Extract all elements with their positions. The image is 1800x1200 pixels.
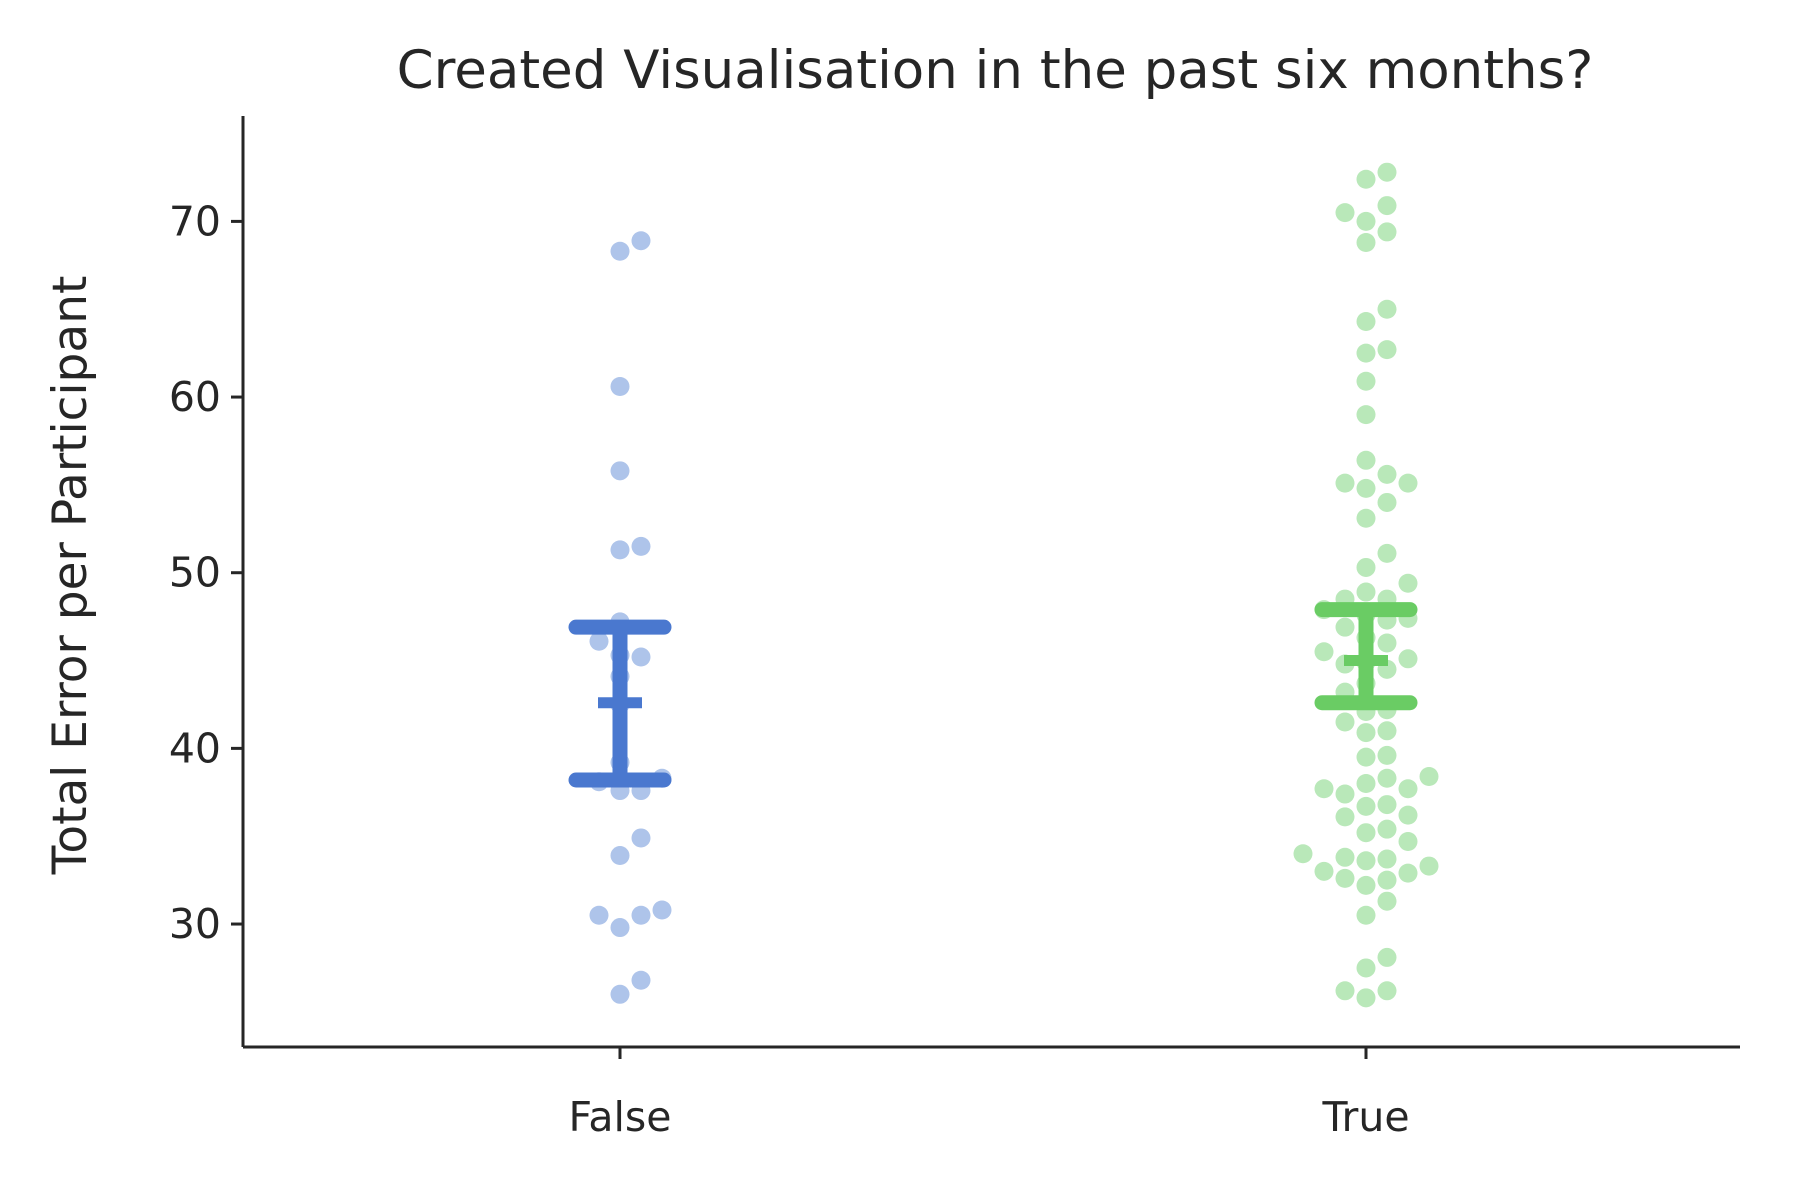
- data-point-true: [1377, 891, 1397, 911]
- data-point-true: [1377, 819, 1397, 839]
- data-point-true: [1377, 745, 1397, 765]
- data-point-true: [1335, 868, 1355, 888]
- data-point-false: [631, 905, 651, 925]
- data-point-true: [1356, 774, 1376, 794]
- data-point-true: [1356, 958, 1376, 978]
- data-point-false: [631, 828, 651, 848]
- data-point-true: [1377, 299, 1397, 319]
- data-point-true: [1335, 473, 1355, 493]
- data-point-true: [1377, 543, 1397, 563]
- y-axis-ticks: 30 40 50 60 70: [169, 197, 243, 948]
- data-point-false: [610, 540, 630, 560]
- data-point-true: [1398, 649, 1418, 669]
- data-point-true: [1398, 831, 1418, 851]
- data-point-true: [1356, 371, 1376, 391]
- data-point-true: [1356, 905, 1376, 925]
- data-point-true: [1356, 478, 1376, 498]
- data-point-false: [610, 377, 630, 397]
- data-point-true: [1356, 557, 1376, 577]
- data-point-true: [1314, 642, 1334, 662]
- y-tick-label: 50: [169, 549, 221, 597]
- data-point-false: [610, 241, 630, 261]
- data-point-true: [1398, 779, 1418, 799]
- interval-false: [568, 619, 672, 788]
- data-point-true: [1356, 508, 1376, 528]
- data-point-false: [631, 536, 651, 556]
- data-point-true: [1377, 870, 1397, 890]
- swarm-points: [589, 162, 1439, 1008]
- data-point-true: [1335, 847, 1355, 867]
- data-point-false: [589, 631, 609, 651]
- data-point-true: [1398, 863, 1418, 883]
- data-point-false: [652, 900, 672, 920]
- data-point-true: [1377, 981, 1397, 1001]
- data-point-true: [1377, 340, 1397, 360]
- data-point-true: [1335, 712, 1355, 732]
- data-point-true: [1356, 211, 1376, 231]
- data-point-false: [610, 846, 630, 866]
- data-point-true: [1398, 573, 1418, 593]
- data-point-true: [1356, 796, 1376, 816]
- data-point-false: [631, 970, 651, 990]
- data-point-true: [1335, 807, 1355, 827]
- data-point-true: [1335, 981, 1355, 1001]
- confidence-intervals: [568, 602, 1418, 788]
- data-point-true: [1356, 851, 1376, 871]
- data-point-true: [1419, 856, 1439, 876]
- data-point-true: [1356, 582, 1376, 602]
- data-point-false: [610, 984, 630, 1004]
- data-point-true: [1356, 169, 1376, 189]
- data-point-true: [1356, 823, 1376, 843]
- data-point-true: [1377, 222, 1397, 242]
- data-point-true: [1356, 875, 1376, 895]
- data-point-false: [610, 461, 630, 481]
- y-tick-label: 70: [169, 197, 221, 245]
- data-point-true: [1419, 766, 1439, 786]
- data-point-true: [1335, 784, 1355, 804]
- data-point-true: [1377, 196, 1397, 216]
- interval-true: [1314, 602, 1418, 711]
- data-point-true: [1377, 795, 1397, 815]
- data-point-false: [631, 231, 651, 251]
- data-point-true: [1377, 947, 1397, 967]
- chart-title: Created Visualisation in the past six mo…: [397, 40, 1594, 101]
- data-point-true: [1377, 849, 1397, 869]
- data-point-true: [1356, 343, 1376, 363]
- data-point-true: [1335, 617, 1355, 637]
- x-tick-label: False: [569, 1093, 672, 1141]
- y-tick-label: 40: [169, 724, 221, 772]
- y-tick-label: 30: [169, 900, 221, 948]
- data-point-false: [631, 647, 651, 667]
- data-point-true: [1314, 861, 1334, 881]
- data-point-true: [1356, 723, 1376, 743]
- x-axis-ticks: False True: [569, 1047, 1410, 1141]
- data-point-true: [1293, 844, 1313, 864]
- data-point-true: [1356, 450, 1376, 470]
- data-point-true: [1377, 492, 1397, 512]
- data-point-false: [589, 905, 609, 925]
- data-point-true: [1335, 203, 1355, 223]
- data-point-true: [1377, 464, 1397, 484]
- data-point-true: [1377, 721, 1397, 741]
- data-point-true: [1356, 747, 1376, 767]
- x-tick-label: True: [1321, 1093, 1409, 1141]
- plot-area: [568, 162, 1439, 1008]
- data-point-true: [1356, 232, 1376, 252]
- data-point-true: [1356, 405, 1376, 425]
- data-point-true: [1377, 162, 1397, 182]
- data-point-true: [1356, 312, 1376, 332]
- y-tick-label: 60: [169, 373, 221, 421]
- data-point-true: [1398, 473, 1418, 493]
- data-point-true: [1377, 633, 1397, 653]
- data-point-true: [1356, 988, 1376, 1008]
- data-point-false: [610, 918, 630, 938]
- y-axis-label: Total Error per Participant: [43, 276, 98, 876]
- data-point-true: [1398, 805, 1418, 825]
- data-point-true: [1314, 779, 1334, 799]
- data-point-true: [1377, 768, 1397, 788]
